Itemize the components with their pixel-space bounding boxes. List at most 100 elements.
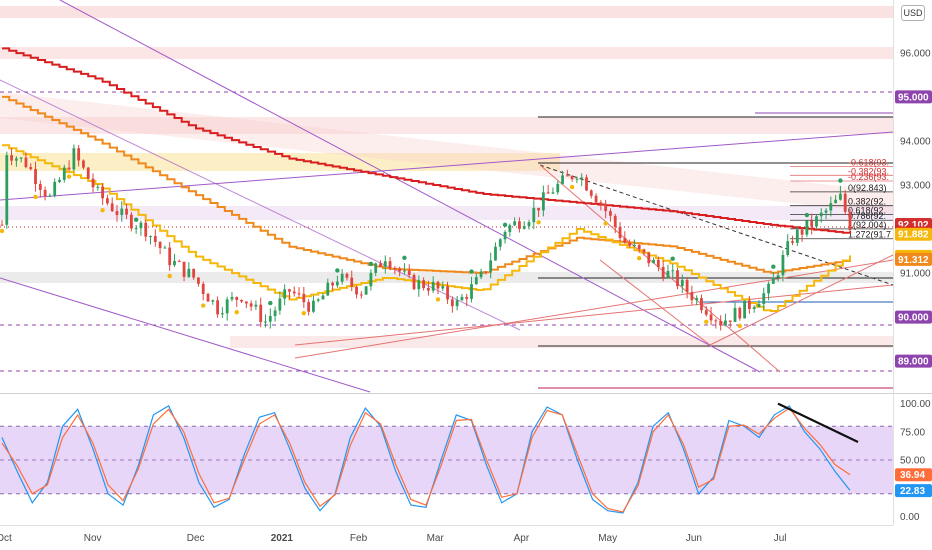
price-tick-label: 94.000 — [900, 136, 931, 147]
candle-body — [527, 222, 531, 227]
candle-body — [652, 259, 655, 264]
signal-dot — [603, 221, 608, 226]
candle-body — [757, 304, 761, 308]
candle-body — [546, 192, 550, 194]
candle-body — [738, 307, 742, 319]
moving-averages — [2, 47, 851, 312]
price-tag-label: 95.000 — [898, 92, 929, 103]
candle-body — [810, 220, 814, 227]
signal-dot — [737, 323, 743, 329]
candle-body — [829, 203, 833, 211]
price-tag-label: 91.312 — [898, 255, 929, 266]
candle-body — [551, 192, 555, 194]
candle-body — [647, 252, 651, 264]
candle-body — [67, 167, 71, 170]
candle-body — [259, 304, 263, 323]
candle-body — [661, 266, 665, 278]
candle-body — [680, 280, 684, 287]
candle-body — [177, 260, 181, 262]
candle-body — [110, 203, 114, 212]
price-tag — [895, 310, 932, 324]
candle-body — [819, 212, 823, 217]
fib-label: -0.236(93. — [848, 172, 889, 182]
price-tag — [895, 227, 932, 241]
candle-body — [728, 320, 732, 322]
candle-body — [82, 160, 85, 168]
price-pane[interactable] — [0, 0, 893, 392]
candle-body — [795, 229, 799, 243]
candle-body — [120, 208, 124, 215]
oscillator-value-tag — [895, 468, 932, 482]
candle-body — [244, 301, 248, 304]
candle-body — [19, 157, 23, 159]
candle-body — [685, 280, 689, 293]
resistance-zone — [0, 47, 893, 59]
candle-body — [479, 271, 483, 278]
price-tag-label: 89.000 — [898, 357, 929, 368]
candle-body — [412, 275, 416, 290]
candle-body — [656, 259, 660, 267]
candle-body — [292, 291, 296, 294]
candle-body — [800, 229, 804, 235]
candle-body — [144, 222, 148, 237]
candle-body — [388, 261, 392, 269]
candle-body — [86, 167, 90, 179]
candle-body — [470, 284, 473, 299]
candle-body — [743, 300, 746, 319]
candle-body — [72, 148, 76, 170]
time-tick-label: Dec — [187, 533, 205, 544]
signal-dot — [301, 310, 307, 316]
candle-body — [556, 183, 560, 193]
candle-body — [163, 247, 167, 249]
signal-dot — [234, 309, 239, 315]
currency-badge[interactable]: USD — [901, 5, 925, 21]
candle-body — [53, 181, 57, 196]
candle-body — [355, 286, 358, 295]
candle-body — [321, 295, 325, 300]
candle-body — [747, 300, 751, 310]
candle-body — [77, 148, 81, 161]
oscillator-tick-label: 0.00 — [900, 512, 920, 523]
candle-body — [733, 307, 737, 322]
rising-trendline — [0, 131, 894, 201]
candle-body — [508, 225, 512, 232]
signal-dot — [771, 264, 776, 269]
oscillator-tick-label: 75.00 — [900, 427, 925, 438]
candle-body — [125, 208, 128, 215]
diagonal-resistance-band — [0, 92, 893, 214]
candle-body — [422, 280, 426, 288]
candle-body — [489, 260, 493, 272]
candle-body — [455, 300, 459, 307]
candle-body — [752, 307, 756, 310]
signal-dot — [100, 207, 105, 213]
time-tick-label: Oct — [0, 533, 12, 544]
fib-label: 0.618(92. — [848, 205, 886, 215]
oscillator-line — [1, 405, 851, 514]
candle-body — [613, 215, 617, 227]
candle-body — [771, 277, 775, 284]
candle-body — [714, 320, 718, 322]
candle-body — [230, 297, 234, 300]
candle-body — [724, 320, 727, 326]
support-trendline — [294, 259, 894, 359]
oscillator-value-label: 36.94 — [900, 470, 925, 481]
candle-body — [719, 321, 723, 326]
candle-body — [786, 241, 790, 255]
candle-body — [709, 314, 713, 321]
signal-dot — [670, 256, 675, 261]
oscillator-line — [1, 407, 851, 513]
candle-body — [695, 298, 699, 301]
supply-zone — [0, 153, 560, 171]
candle-body — [848, 211, 852, 231]
price-tag-label: 90.000 — [898, 313, 929, 324]
candle-body — [637, 244, 641, 250]
horizontal-lines — [538, 112, 893, 389]
signal-dot — [0, 228, 5, 234]
candle-body — [192, 268, 196, 278]
signal-dot — [201, 303, 206, 308]
candle-body — [537, 207, 540, 211]
candle-body — [767, 283, 770, 294]
candle-body — [666, 270, 670, 278]
resistance-zone — [0, 117, 893, 134]
